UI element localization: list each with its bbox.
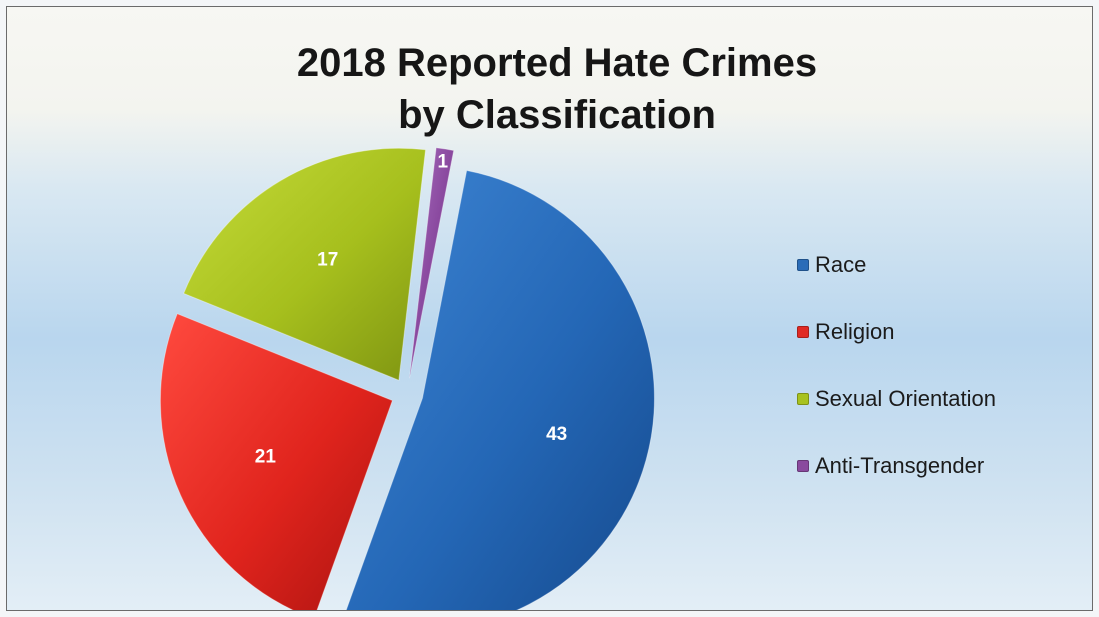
legend-swatch-sexual-orientation xyxy=(797,393,809,405)
data-label-sexual-orientation: 17 xyxy=(317,250,338,271)
chart-legend: Race Religion Sexual Orientation Anti-Trans… xyxy=(797,250,996,518)
legend-item-religion: Religion xyxy=(797,317,996,347)
slice-anti-transgender xyxy=(408,147,455,379)
legend-label-anti-transgender: Anti-Transgender xyxy=(815,453,985,478)
pie-chart: 43 21 17 1 xyxy=(159,147,655,610)
legend-label-sexual-orientation: Sexual Orientation xyxy=(815,386,996,411)
data-label-race: 43 xyxy=(546,424,567,445)
chart-title: 2018 Reported Hate Crimes by Classificat… xyxy=(296,41,818,137)
legend-label-religion: Religion xyxy=(815,319,895,344)
legend-swatch-religion xyxy=(797,326,809,338)
legend-swatch-anti-transgender xyxy=(797,460,809,472)
legend-label-race: Race xyxy=(815,252,867,277)
slice-sexual-orientation xyxy=(183,147,427,381)
legend-item-race: Race xyxy=(797,250,996,280)
data-label-anti-transgender: 1 xyxy=(438,152,449,173)
chart-slide: 2018 Reported Hate Crimes by Classificat… xyxy=(6,6,1093,611)
legend-item-anti-transgender: Anti-Transgender xyxy=(797,451,996,481)
legend-item-sexual-orientation: Sexual Orientation xyxy=(797,384,996,414)
data-label-religion: 21 xyxy=(255,446,277,467)
slice-religion xyxy=(159,313,394,610)
legend-swatch-race xyxy=(797,259,809,271)
slice-race xyxy=(345,169,655,610)
